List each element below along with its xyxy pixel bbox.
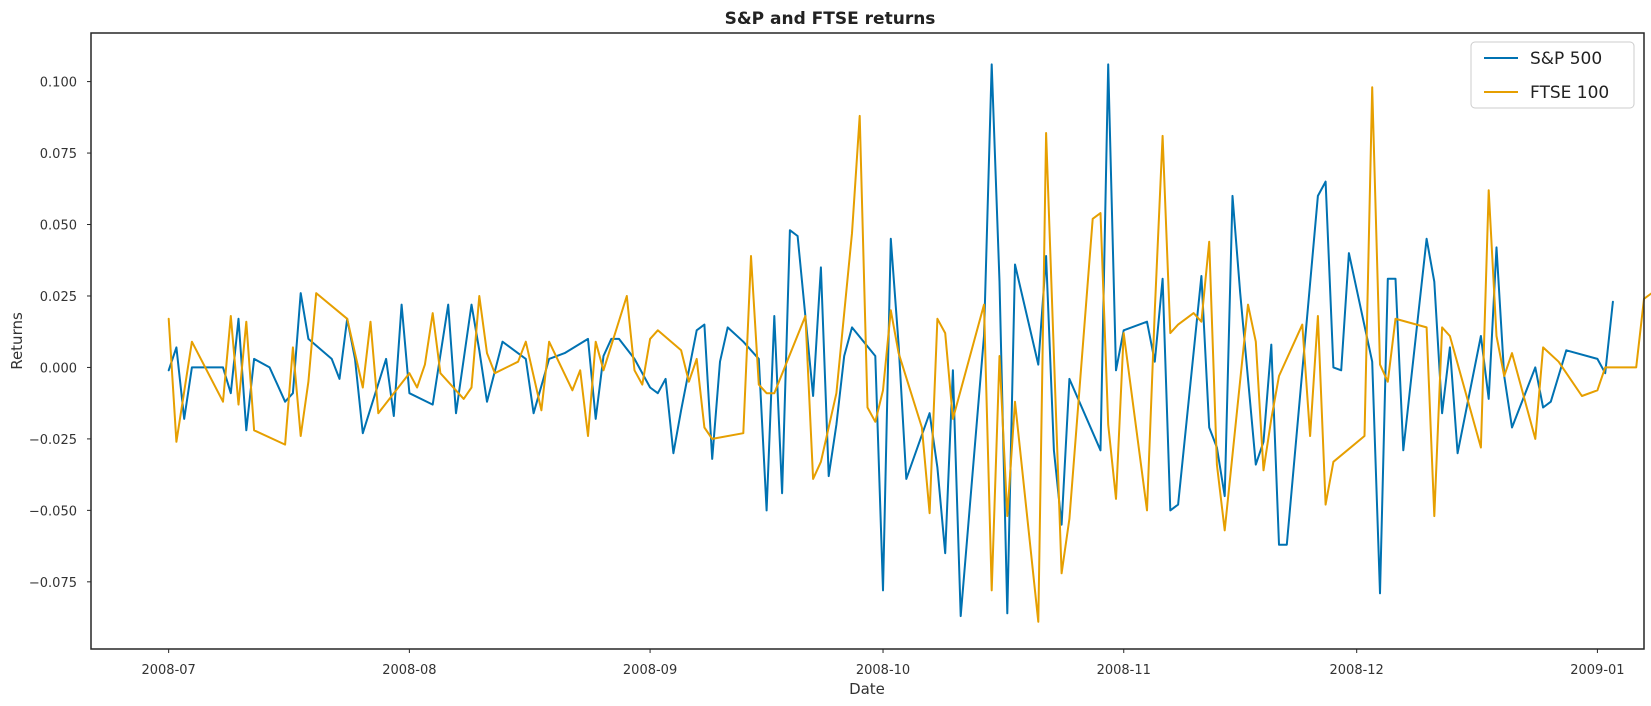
legend-label-sp500: S&P 500 bbox=[1530, 49, 1602, 69]
series-line-ftse100 bbox=[167, 86, 1651, 623]
y-axis-label: Returns bbox=[8, 312, 26, 370]
x-tick-label: 2008-07 bbox=[141, 663, 195, 678]
y-tick-label: −0.025 bbox=[29, 433, 77, 448]
y-axis: −0.075 −0.050 −0.025 0.000 0.025 0.050 0.075 0.… bbox=[29, 76, 91, 591]
legend: S&P 500 FTSE 100 bbox=[1470, 41, 1635, 109]
x-tick-label: 2009-01 bbox=[1570, 663, 1624, 678]
y-tick-label: 0.000 bbox=[40, 361, 77, 376]
series-line-sp500 bbox=[167, 63, 1614, 618]
x-tick-label: 2008-09 bbox=[623, 663, 677, 678]
series-layer bbox=[167, 63, 1651, 623]
x-tick-label: 2008-10 bbox=[856, 663, 910, 678]
legend-label-ftse100: FTSE 100 bbox=[1530, 83, 1609, 103]
y-tick-label: 0.100 bbox=[40, 76, 77, 91]
x-tick-label: 2008-08 bbox=[382, 663, 436, 678]
y-tick-label: −0.050 bbox=[29, 504, 77, 519]
y-tick-label: −0.075 bbox=[29, 576, 77, 591]
x-tick-label: 2008-12 bbox=[1330, 663, 1384, 678]
chart-title: S&P and FTSE returns bbox=[725, 9, 936, 29]
x-axis: 2008-07 2008-08 2008-09 2008-10 2008-11 2008-… bbox=[141, 649, 1625, 678]
y-tick-label: 0.075 bbox=[40, 147, 77, 162]
y-tick-label: 0.025 bbox=[40, 290, 77, 305]
x-axis-label: Date bbox=[849, 680, 885, 698]
plot-area-frame bbox=[90, 32, 1645, 650]
x-tick-label: 2008-11 bbox=[1097, 663, 1151, 678]
y-tick-label: 0.050 bbox=[40, 219, 77, 234]
